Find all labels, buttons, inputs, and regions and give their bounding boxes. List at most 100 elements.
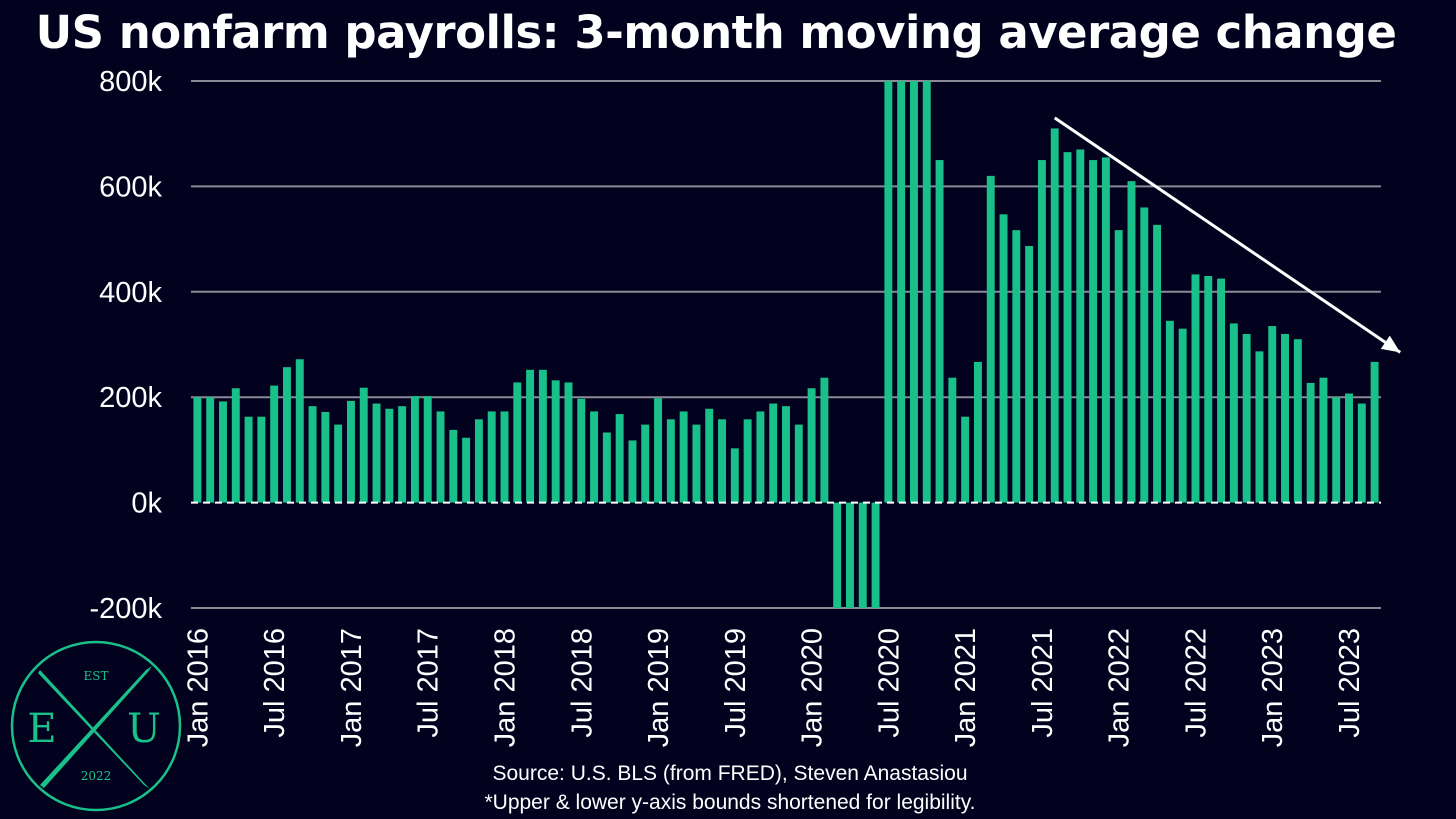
logo-blade-a bbox=[40, 666, 152, 788]
y-tick-label: 400k bbox=[99, 277, 162, 309]
bar bbox=[206, 397, 215, 503]
bar bbox=[935, 160, 944, 503]
bar bbox=[526, 369, 535, 503]
bar bbox=[1165, 320, 1174, 503]
bar bbox=[807, 388, 816, 503]
bar bbox=[423, 396, 432, 503]
x-tick-label: Jan 2017 bbox=[336, 628, 368, 747]
x-axis-labels: Jan 2016 Jul 2016 Jan 2017 Jul 2017 Jan 2018… bbox=[182, 628, 1366, 747]
x-tick-label: Jan 2020 bbox=[797, 628, 829, 747]
bar bbox=[718, 419, 726, 503]
x-tick-label: Jan 2018 bbox=[489, 628, 521, 747]
grid-layer bbox=[191, 80, 1381, 609]
bar bbox=[564, 382, 573, 503]
bar bbox=[590, 411, 599, 503]
bar bbox=[820, 377, 829, 503]
bar bbox=[948, 377, 957, 503]
trend-arrow bbox=[1053, 116, 1402, 354]
bar bbox=[436, 411, 445, 503]
bar bbox=[244, 416, 253, 503]
bar bbox=[308, 406, 317, 503]
bar bbox=[359, 387, 368, 503]
bar bbox=[1255, 351, 1264, 503]
bar bbox=[346, 400, 355, 503]
bar bbox=[679, 411, 688, 503]
bar bbox=[487, 411, 496, 503]
bar bbox=[1293, 339, 1302, 503]
y-tick-label: 600k bbox=[99, 171, 162, 203]
x-tick-label: Jul 2017 bbox=[413, 628, 445, 738]
bar bbox=[1370, 361, 1379, 503]
bar bbox=[846, 502, 854, 608]
bar bbox=[858, 502, 867, 608]
axis-bounds-note: *Upper & lower y-axis bounds shortened f… bbox=[484, 791, 976, 814]
bar bbox=[833, 502, 842, 608]
bar bbox=[193, 397, 202, 503]
logo-est-text: EST bbox=[84, 669, 109, 683]
bar bbox=[398, 406, 407, 503]
y-tick-label: 800k bbox=[99, 66, 162, 98]
x-tick-label: Jul 2022 bbox=[1180, 628, 1212, 738]
x-tick-label: Jan 2016 bbox=[182, 628, 214, 747]
bar bbox=[730, 448, 739, 503]
logo-year-text: 2022 bbox=[81, 769, 112, 783]
bar bbox=[961, 416, 970, 503]
bar bbox=[1114, 230, 1123, 503]
bar bbox=[1345, 393, 1353, 503]
bar bbox=[782, 406, 790, 503]
source-note: Source: U.S. BLS (from FRED), Steven Ana… bbox=[492, 762, 968, 785]
y-tick-label: -200k bbox=[89, 593, 162, 625]
bar bbox=[909, 81, 918, 503]
chart-title: US nonfarm payrolls: 3-month moving aver… bbox=[35, 6, 1397, 59]
bar bbox=[551, 380, 560, 503]
bar bbox=[884, 81, 893, 503]
bar bbox=[628, 440, 637, 503]
bar bbox=[1101, 157, 1110, 503]
bar bbox=[897, 81, 906, 503]
bar bbox=[756, 411, 765, 503]
bar bbox=[602, 432, 611, 503]
bar bbox=[295, 359, 304, 503]
bar bbox=[1127, 181, 1136, 503]
bar bbox=[1089, 160, 1098, 503]
bar bbox=[1140, 207, 1149, 503]
bar bbox=[1025, 245, 1034, 503]
x-tick-label: Jan 2023 bbox=[1257, 628, 1289, 747]
bar bbox=[334, 424, 343, 503]
bar bbox=[462, 437, 471, 503]
bar bbox=[999, 214, 1008, 503]
bar bbox=[922, 81, 931, 503]
bar bbox=[500, 411, 509, 503]
bar bbox=[1191, 274, 1200, 503]
bar bbox=[257, 416, 266, 503]
x-tick-label: Jan 2021 bbox=[950, 628, 982, 747]
x-tick-label: Jul 2020 bbox=[873, 628, 905, 738]
x-tick-label: Jul 2018 bbox=[566, 628, 598, 738]
bar bbox=[1063, 152, 1072, 503]
bar bbox=[474, 419, 483, 503]
y-tick-label: 200k bbox=[99, 382, 162, 414]
logo-letter-u: U bbox=[127, 706, 161, 752]
bar bbox=[615, 414, 624, 503]
trend-arrow-shaft bbox=[1053, 116, 1402, 354]
bars-layer bbox=[193, 81, 1379, 608]
bar bbox=[1076, 149, 1085, 503]
bar bbox=[666, 419, 675, 503]
bar bbox=[321, 411, 330, 503]
bar bbox=[577, 398, 586, 503]
x-tick-label: Jul 2016 bbox=[259, 628, 291, 738]
bar bbox=[654, 398, 663, 503]
bar bbox=[410, 396, 419, 503]
bar bbox=[1037, 160, 1046, 503]
bar bbox=[231, 388, 240, 503]
logo-letter-e: E bbox=[27, 706, 56, 752]
bar bbox=[270, 385, 279, 503]
bar bbox=[385, 408, 394, 503]
bar bbox=[1242, 333, 1251, 503]
bar bbox=[794, 424, 803, 503]
bar bbox=[1268, 326, 1277, 503]
bar bbox=[1229, 323, 1238, 503]
bar bbox=[449, 429, 458, 503]
trend-arrow-head bbox=[1380, 335, 1401, 353]
